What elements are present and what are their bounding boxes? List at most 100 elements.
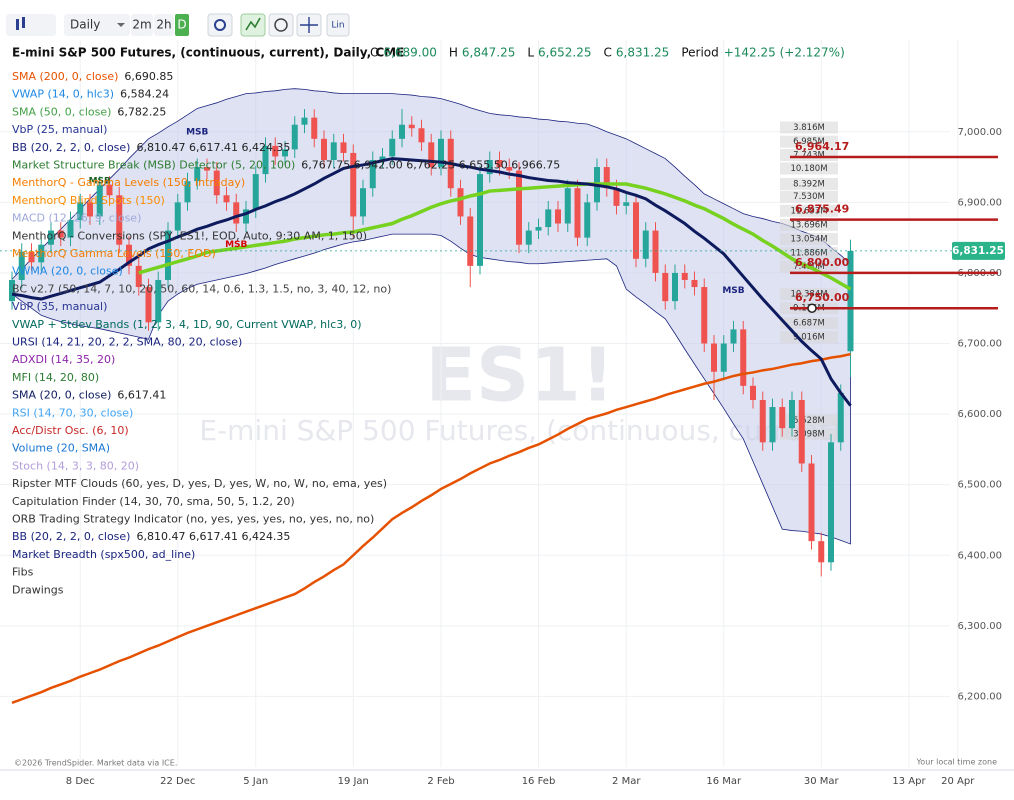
ohlc-value: 6,847.25: [462, 46, 515, 60]
watermark: ES1! E-mini S&P 500 Futures, (continuous…: [199, 333, 840, 448]
ohlc-key: L: [527, 46, 534, 60]
chart-type-button[interactable]: [6, 14, 56, 36]
volume-profile-label: 6.985M: [793, 137, 825, 147]
candle-body: [769, 407, 776, 443]
x-tick-label: 20 Apr: [941, 776, 975, 787]
credit: ©2026 TrendSpider. Market data via ICE.: [14, 759, 177, 768]
tool-button[interactable]: [268, 13, 294, 37]
candle-body: [759, 399, 766, 443]
gamma-label: 6,800.00: [795, 256, 850, 269]
x-tick-label: 16 Mar: [706, 776, 742, 787]
candle-body: [77, 202, 84, 220]
candle-body: [808, 463, 815, 542]
interval-button[interactable]: [175, 14, 189, 36]
indicator-name: MenthorQ Gamma Levels (150, EOD): [12, 247, 216, 260]
timeframe: Daily: [70, 18, 100, 32]
candle-body: [379, 156, 386, 160]
indicator-line: [11, 352, 851, 704]
candle-body: [272, 145, 279, 157]
indicator-name: URSI (14, 21, 20, 2, 2, SMA, 80, 20, clo…: [12, 336, 242, 349]
y-tick-label: 6,700.00: [957, 339, 1002, 350]
candle-body: [28, 251, 35, 263]
msb-label: MSB: [186, 127, 208, 137]
candle-body: [681, 272, 688, 280]
candle-body: [165, 230, 171, 280]
interval-button[interactable]: [131, 14, 153, 36]
candle-body: [48, 230, 54, 245]
candle-body: [291, 124, 298, 150]
y-tick-label: 6,400.00: [957, 550, 1002, 561]
volume-profile-box: [780, 288, 838, 301]
indicator-line: [138, 182, 852, 291]
volume-profile-label: 3.816M: [793, 123, 825, 133]
candle-body: [477, 174, 483, 266]
candle-body: [613, 188, 620, 206]
candle-body: [720, 343, 727, 372]
indicator-name: VWMA (20, 0, close): [12, 265, 123, 278]
scale-button[interactable]: [326, 13, 350, 37]
candle-body: [662, 272, 669, 302]
volume-profile-label: 11.886M: [790, 249, 827, 259]
ohlc-value: 6,652.25: [538, 46, 591, 60]
scale: Lin: [331, 21, 344, 31]
y-tick-label: 6,900.00: [957, 197, 1002, 208]
timeframe-dropdown[interactable]: [64, 14, 130, 36]
candle-body: [730, 329, 737, 344]
candle-body: [116, 195, 123, 245]
candle-body: [262, 145, 269, 175]
volume-profile-label: 10.384M: [790, 290, 827, 300]
candle-body: [564, 188, 571, 224]
volume-profile-box: [780, 233, 838, 246]
candle-body: [194, 167, 201, 182]
candle-body: [711, 343, 717, 372]
ohlc-key: O: [370, 46, 379, 60]
settings-button[interactable]: [207, 13, 233, 37]
gamma-label: 6,750.00: [795, 291, 850, 304]
volume-profile-box: [780, 162, 838, 175]
candle-body: [243, 209, 249, 224]
icon: [22, 17, 25, 28]
candle-body: [204, 167, 210, 171]
indicator-name: MenthorQ - Gamma Levels (150, Intraday): [12, 176, 245, 189]
candle-body: [282, 149, 288, 157]
x-tick-label: 13 Apr: [892, 776, 926, 787]
icon: [274, 18, 288, 32]
candle-body: [399, 124, 405, 139]
candle-body: [457, 188, 464, 217]
indicator-legend: SMA (200, 0, close) 6,690.85 VWAP (14, 0, …: [12, 70, 560, 596]
indicator-value: 6,810.47 6,617.41 6,424.35: [136, 141, 290, 154]
candle-body: [516, 170, 522, 245]
candle-body: [847, 250, 854, 352]
indicator-name: BB (20, 2, 2, 0, close): [12, 141, 130, 154]
candle-body: [672, 272, 678, 302]
candle-body: [389, 138, 396, 157]
candle-body: [301, 117, 308, 125]
candle-body: [369, 159, 376, 189]
x-tick-label: 30 Mar: [804, 776, 840, 787]
indicator-name: ADXDI (14, 35, 20): [12, 353, 115, 366]
volume-profile-label: 7.530M: [793, 192, 825, 202]
candle-body: [360, 188, 366, 217]
candle-body: [691, 279, 698, 288]
x-tick-label: 22 Dec: [160, 776, 195, 787]
interval: D: [177, 18, 186, 32]
ohlc-key: H: [449, 46, 458, 60]
candle-body: [467, 216, 474, 266]
interval-button[interactable]: [154, 14, 174, 36]
indicator-name: Acc/Distr Osc. (6, 10): [12, 424, 129, 437]
icon: [245, 17, 261, 31]
indicator-value: 6,584.24: [120, 88, 169, 101]
indicator-value: 6,767.75 6,942.00 6,762.25 6,655.50 6,96…: [301, 159, 560, 172]
candle-body: [96, 184, 103, 217]
ohlc-value: 6,689.00: [383, 46, 436, 60]
icon: [300, 17, 318, 33]
volume-profile-box: [780, 427, 838, 440]
volume-profile-box: [780, 177, 838, 190]
period-label: Period: [681, 46, 718, 60]
candle-body: [330, 142, 337, 160]
indicator-name: MenthorQ - Conversions (SPY, ES1!, EOD, …: [12, 229, 367, 242]
candle-body: [145, 287, 152, 323]
candle-body: [233, 202, 240, 224]
candle-body: [837, 392, 844, 443]
